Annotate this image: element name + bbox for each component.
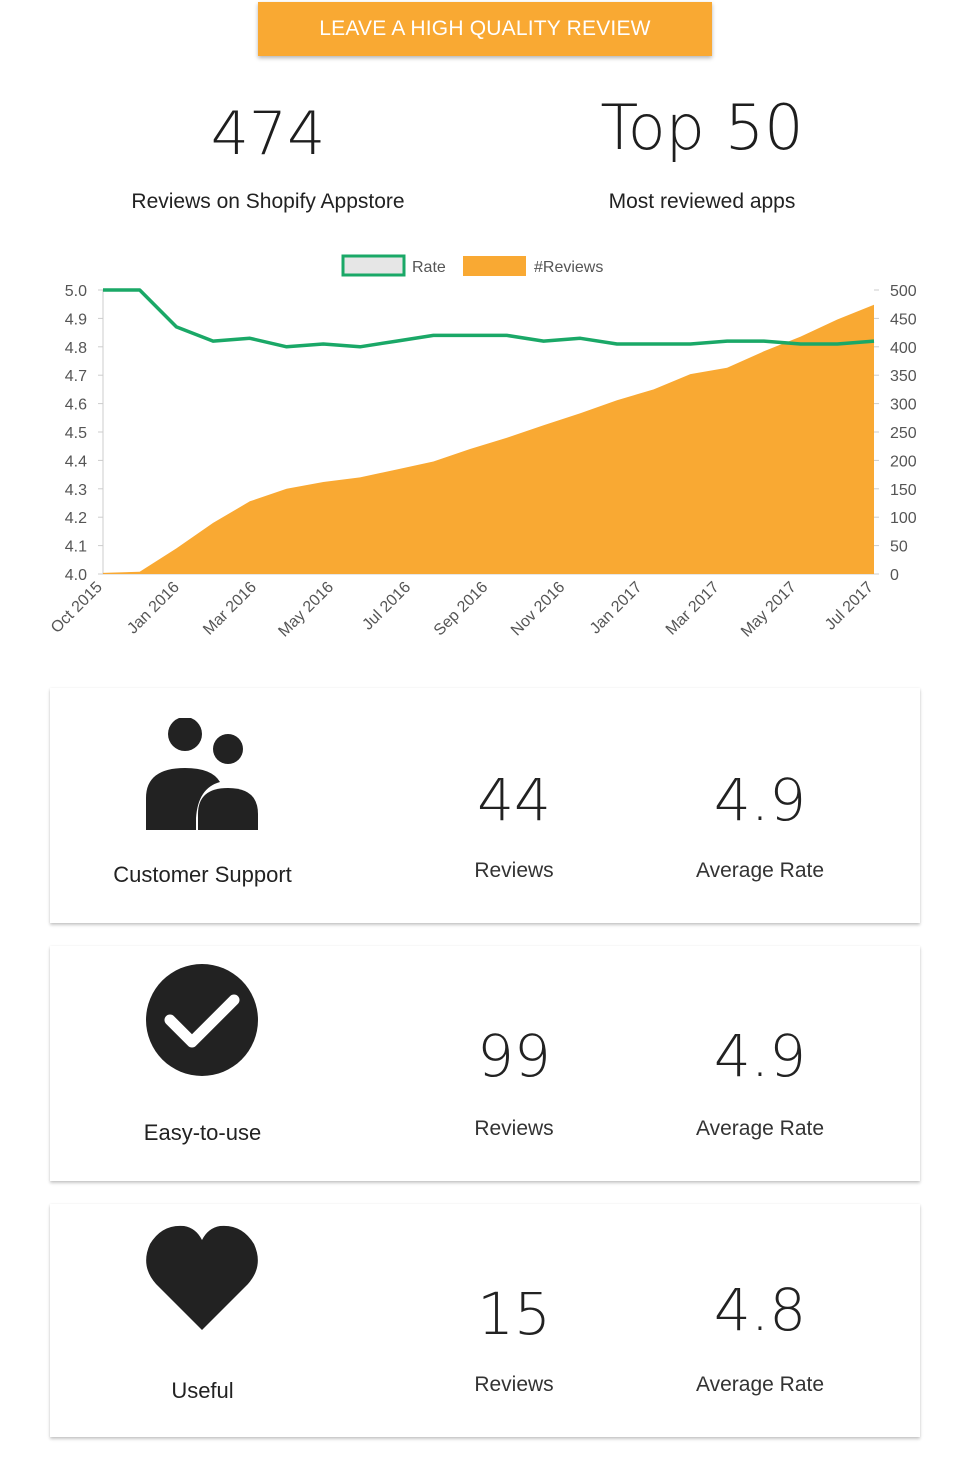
- category-rate-label: Average Rate: [695, 1373, 825, 1396]
- category-average-rate: 4.8: [713, 1276, 807, 1344]
- x-tick-label: Jul 2016: [359, 579, 414, 634]
- y-left-tick-label: 4.4: [65, 453, 87, 470]
- reviews-count-value: 474: [210, 99, 326, 169]
- rate-line-series: [103, 288, 875, 349]
- y-left-tick-label: 4.7: [65, 368, 87, 385]
- users-icon: [146, 718, 258, 830]
- category-label: Easy-to-use: [143, 1120, 262, 1145]
- x-tick-label: Oct 2015: [48, 579, 106, 637]
- y-right-tick-label: 450: [890, 311, 917, 328]
- reviews-count-stat: 474 Reviews on Shopify Appstore: [68, 96, 468, 214]
- category-rate-label: Average Rate: [695, 1117, 825, 1140]
- category-label: Customer Support: [113, 862, 292, 887]
- category-reviews-label: Reviews: [474, 1373, 554, 1396]
- y-left-tick-label: 4.9: [65, 311, 87, 328]
- leave-review-button[interactable]: LEAVE A HIGH QUALITY REVIEW: [258, 2, 712, 56]
- category-reviews-label: Reviews: [474, 1117, 554, 1140]
- legend-reviews-swatch: [463, 256, 526, 276]
- y-left-tick-label: 4.0: [65, 567, 87, 584]
- check-circle-icon: [146, 964, 258, 1076]
- y-left-tick-label: 4.3: [65, 482, 87, 499]
- category-label: Useful: [171, 1378, 234, 1403]
- category-card-customer-support: Customer Support 44 Reviews 4.9 Average …: [50, 688, 920, 923]
- category-reviews-count: 15: [477, 1280, 551, 1348]
- category-card-easy-to-use: Easy-to-use 99 Reviews 4.9 Average Rate: [50, 946, 920, 1181]
- rank-value: Top 50: [600, 91, 804, 164]
- x-tick-label: May 2016: [275, 579, 337, 641]
- y-right-tick-label: 200: [890, 453, 917, 470]
- category-card-useful: Useful 15 Reviews 4.8 Average Rate: [50, 1204, 920, 1437]
- x-tick-label: Sep 2016: [431, 579, 492, 640]
- y-right-tick-label: 400: [890, 340, 917, 357]
- x-tick-label: Jan 2016: [124, 579, 183, 638]
- y-left-tick-label: 5.0: [65, 283, 87, 300]
- x-tick-label: Jan 2017: [587, 579, 646, 638]
- y-right-tick-label: 350: [890, 368, 917, 385]
- y-left-tick-label: 4.6: [65, 397, 87, 414]
- category-reviews-count: 44: [477, 766, 551, 834]
- y-right-tick-label: 300: [890, 397, 917, 414]
- y-right-tick-label: 250: [890, 425, 917, 442]
- y-left-tick-label: 4.2: [65, 510, 87, 527]
- x-tick-label: Jul 2017: [822, 579, 877, 634]
- category-average-rate: 4.9: [713, 766, 807, 834]
- x-tick-label: Mar 2017: [663, 579, 723, 639]
- category-rate-label: Average Rate: [695, 859, 825, 882]
- y-right-tick-label: 50: [890, 539, 908, 556]
- category-reviews-label: Reviews: [474, 859, 554, 882]
- reviews-area-series: [103, 304, 874, 574]
- rank-caption: Most reviewed apps: [608, 190, 796, 213]
- category-reviews-count: 99: [477, 1022, 551, 1090]
- y-left-tick-label: 4.5: [65, 425, 87, 442]
- x-tick-label: May 2017: [738, 579, 800, 641]
- y-right-tick-label: 150: [890, 482, 917, 499]
- reviews-rate-chart: Rate #Reviews 4.0 4.1 4.2 4.3 4.4 4.5 4.6 4.7 4.8 4…: [48, 254, 917, 641]
- y-left-tick-label: 4.8: [65, 340, 87, 357]
- y-left-tick-label: 4.1: [65, 539, 87, 556]
- x-tick-label: Nov 2016: [508, 579, 569, 640]
- legend-reviews-label: #Reviews: [534, 259, 603, 276]
- heart-icon: [146, 1225, 258, 1330]
- y-right-tick-label: 100: [890, 510, 917, 527]
- x-tick-label: Mar 2016: [200, 579, 260, 639]
- y-right-tick-label: 500: [890, 283, 917, 300]
- y-right-tick-label: 0: [890, 567, 899, 584]
- legend-rate-label: Rate: [412, 259, 446, 276]
- rank-stat: Top 50 Most reviewed apps: [502, 86, 902, 214]
- reviews-count-caption: Reviews on Shopify Appstore: [131, 190, 405, 213]
- legend-rate-swatch: [341, 254, 406, 277]
- category-average-rate: 4.9: [713, 1022, 807, 1090]
